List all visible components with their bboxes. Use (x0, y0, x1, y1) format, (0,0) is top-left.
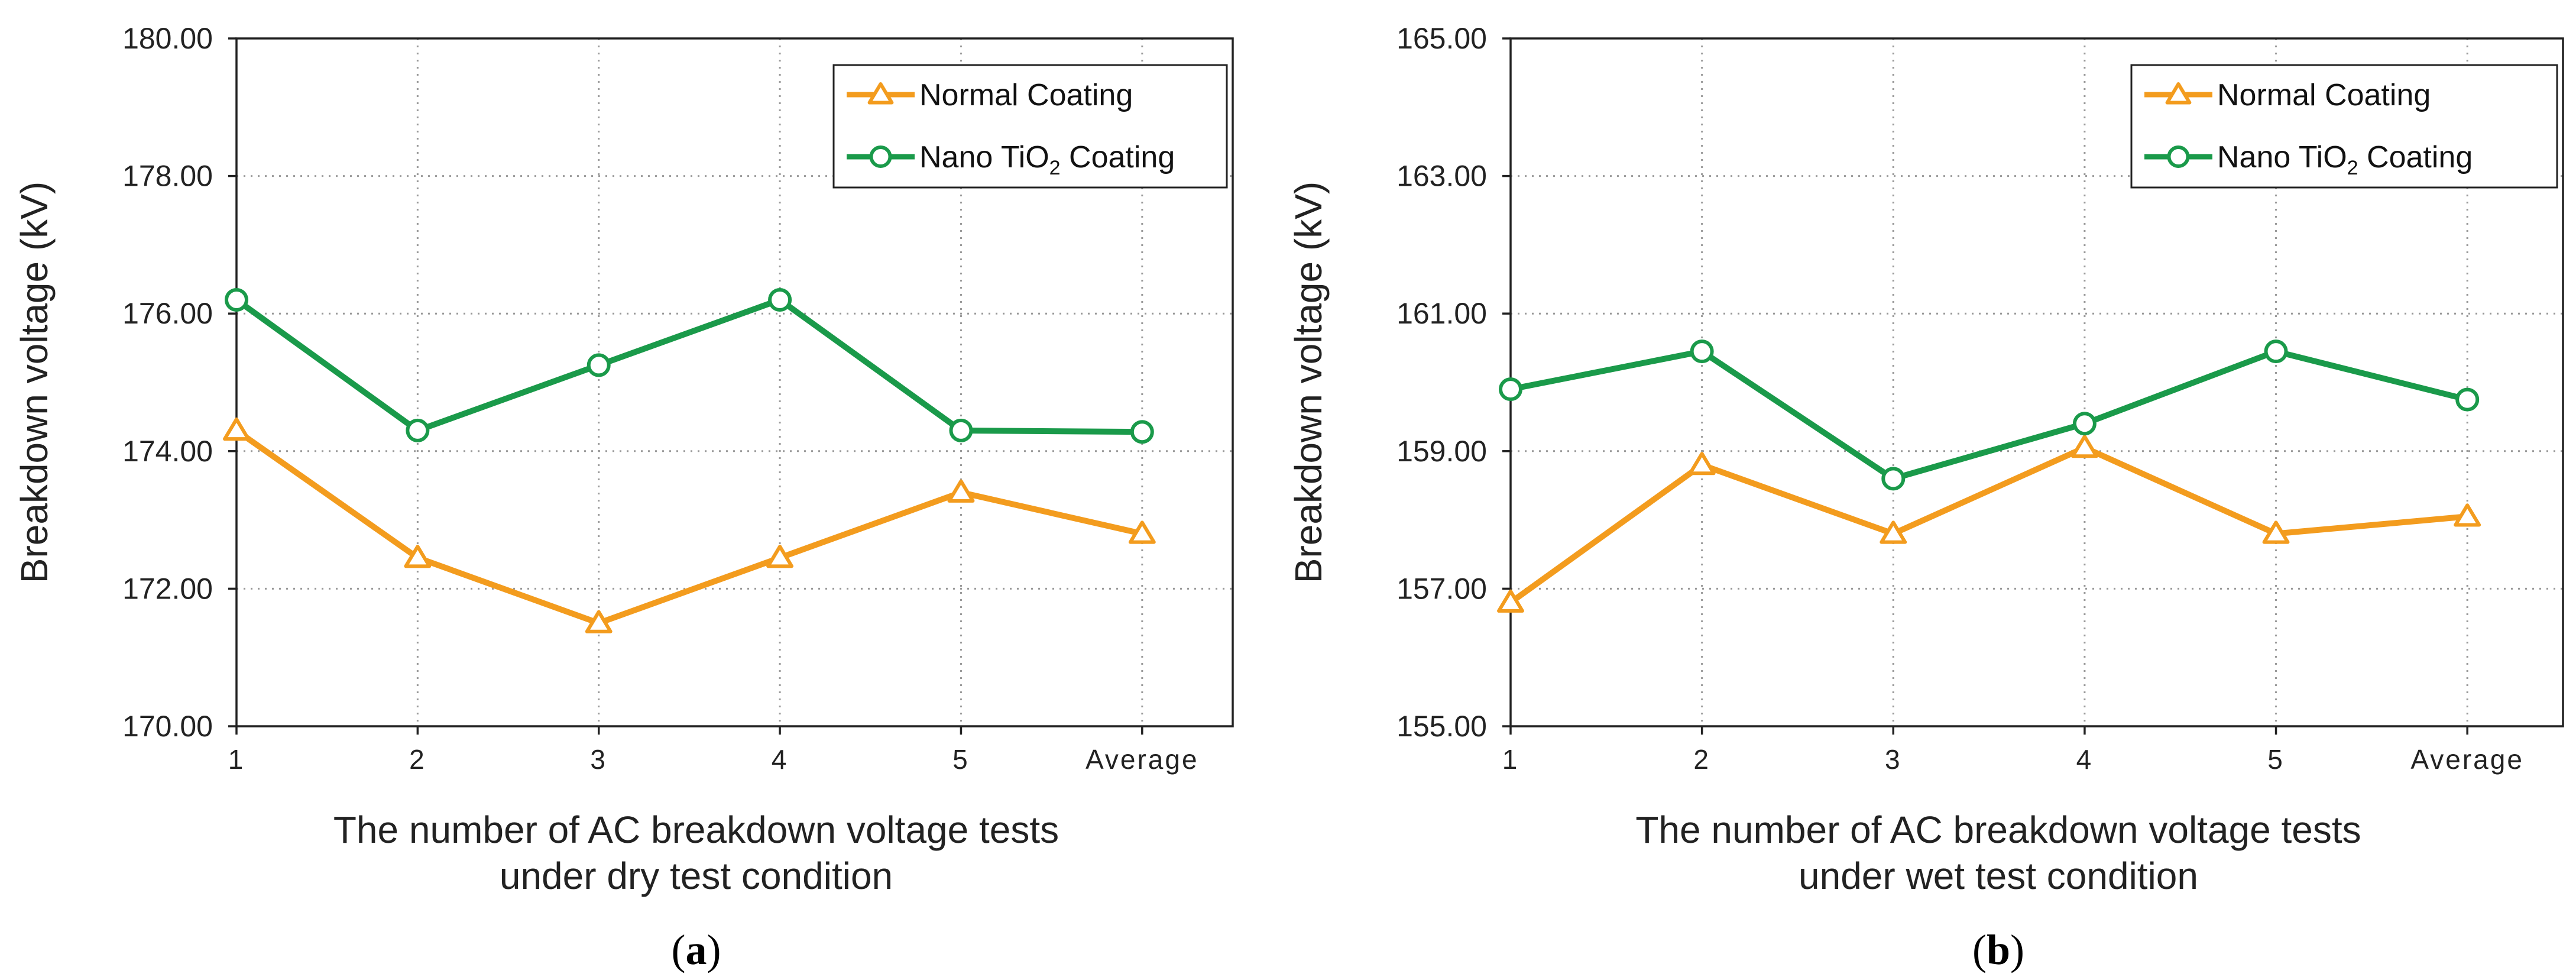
legend-label-text: Nano TiO (919, 140, 1049, 174)
series-nano-tio2-coating (225, 287, 1154, 444)
series-line (1509, 444, 2468, 605)
panel-label: (a) (672, 926, 721, 973)
legend-label-subscript: 2 (2347, 157, 2358, 179)
series-line (235, 428, 1143, 626)
x-tick-label: 2 (1693, 744, 1710, 775)
data-point-circle (587, 353, 611, 377)
legend-marker-triangle (867, 82, 894, 105)
y-tick-label: 155.00 (1396, 710, 1487, 743)
y-tick-label: 159.00 (1396, 435, 1487, 468)
chart-panel-b: 155.00 157.00 159.00 161.00 163.00 165.00 1 2 3 4… (1287, 22, 2564, 973)
legend-label-text: Normal Coating (919, 78, 1133, 112)
legend-box (2130, 64, 2558, 189)
y-tick-label: 172.00 (122, 572, 213, 605)
legend-label: Normal Coating (919, 78, 1133, 112)
data-point-circle (2072, 412, 2097, 436)
data-point-triangle (585, 610, 613, 633)
chart-panel-a: 170.00 172.00 174.00 176.00 178.00 180.00 1 2 3 4… (13, 22, 1234, 973)
series-normal-coating (1497, 434, 2481, 613)
x-axis-label-line: under dry test condition (500, 855, 893, 897)
y-tick-label: 163.00 (1396, 160, 1487, 193)
data-point-circle (406, 418, 430, 442)
series-line (235, 296, 1142, 435)
data-point-triangle (2454, 503, 2481, 527)
data-point-circle (2455, 387, 2480, 412)
data-point-triangle (1128, 520, 1156, 544)
legend-marker-circle (2167, 145, 2190, 168)
legend-marker-circle (869, 145, 892, 168)
legend: Normal Coating Nano TiO2 Coating (832, 64, 1228, 189)
legend: Normal Coating Nano TiO2 Coating (2130, 64, 2558, 189)
legend-box (832, 64, 1228, 189)
y-tick-label: 174.00 (122, 435, 213, 468)
y-axis-label: Breakdown voltage (kV) (1287, 182, 1330, 583)
data-point-triangle (947, 479, 975, 503)
panel-letter: a (686, 926, 707, 973)
data-point-circle (768, 287, 792, 312)
legend-label-subscript: 2 (1049, 157, 1061, 179)
x-tick-label: 1 (228, 744, 245, 775)
x-axis-label-line: The number of AC breakdown voltage tests (1635, 808, 2361, 851)
x-tick-label: 3 (590, 744, 607, 775)
panel-label: (b) (1972, 926, 2024, 973)
legend-label: Nano TiO2 Coating (919, 140, 1175, 179)
x-tick-label: 3 (1885, 744, 1902, 775)
legend-label: Normal Coating (2217, 78, 2431, 112)
y-axis-label: Breakdown voltage (kV) (13, 182, 56, 583)
x-axis-label-line: under wet test condition (1799, 855, 2198, 897)
y-tick-label: 157.00 (1396, 572, 1487, 605)
data-point-triangle (2070, 434, 2098, 458)
legend-label-suffix: Coating (2358, 140, 2473, 174)
x-tick-label: Average (1086, 744, 1199, 775)
data-point-circle (1881, 467, 1906, 491)
y-tick-label: 176.00 (122, 297, 213, 330)
legend-label-suffix: Coating (1061, 140, 1175, 174)
y-tick-label: 161.00 (1396, 297, 1487, 330)
x-tick-label: Average (2410, 744, 2524, 775)
x-tick-label: 5 (2267, 744, 2285, 775)
data-point-triangle (766, 545, 794, 568)
x-tick-label: 5 (952, 744, 970, 775)
data-point-triangle (1688, 452, 1716, 476)
data-point-circle (225, 287, 248, 312)
x-tick-label: 1 (1502, 744, 1519, 775)
panel-letter: b (1987, 926, 2010, 973)
x-tick-label: 2 (409, 744, 426, 775)
y-tick-label: 165.00 (1396, 22, 1487, 55)
data-point-circle (1499, 377, 1522, 402)
legend-label-text: Normal Coating (2217, 78, 2431, 112)
data-point-circle (2264, 339, 2288, 364)
data-point-circle (1130, 420, 1154, 444)
data-point-circle (1690, 339, 1714, 364)
data-point-triangle (404, 545, 432, 568)
data-point-circle (949, 418, 973, 442)
x-tick-label: 4 (772, 744, 789, 775)
data-point-triangle (1497, 589, 1524, 613)
legend-label: Nano TiO2 Coating (2217, 140, 2473, 179)
data-point-triangle (2262, 520, 2290, 544)
x-tick-label: 4 (2076, 744, 2094, 775)
plot-frame (235, 37, 1234, 727)
legend-marker-triangle (2165, 82, 2192, 105)
y-tick-label: 178.00 (122, 160, 213, 193)
y-tick-label: 180.00 (122, 22, 213, 55)
data-point-triangle (223, 417, 250, 441)
series-normal-coating (223, 417, 1156, 633)
series-nano-tio2-coating (1499, 339, 2480, 491)
series-line (1510, 348, 2468, 482)
legend-label-text: Nano TiO (2217, 140, 2347, 174)
y-tick-label: 170.00 (122, 710, 213, 743)
data-point-triangle (1880, 520, 1907, 544)
x-axis-label-line: The number of AC breakdown voltage tests (333, 808, 1059, 851)
